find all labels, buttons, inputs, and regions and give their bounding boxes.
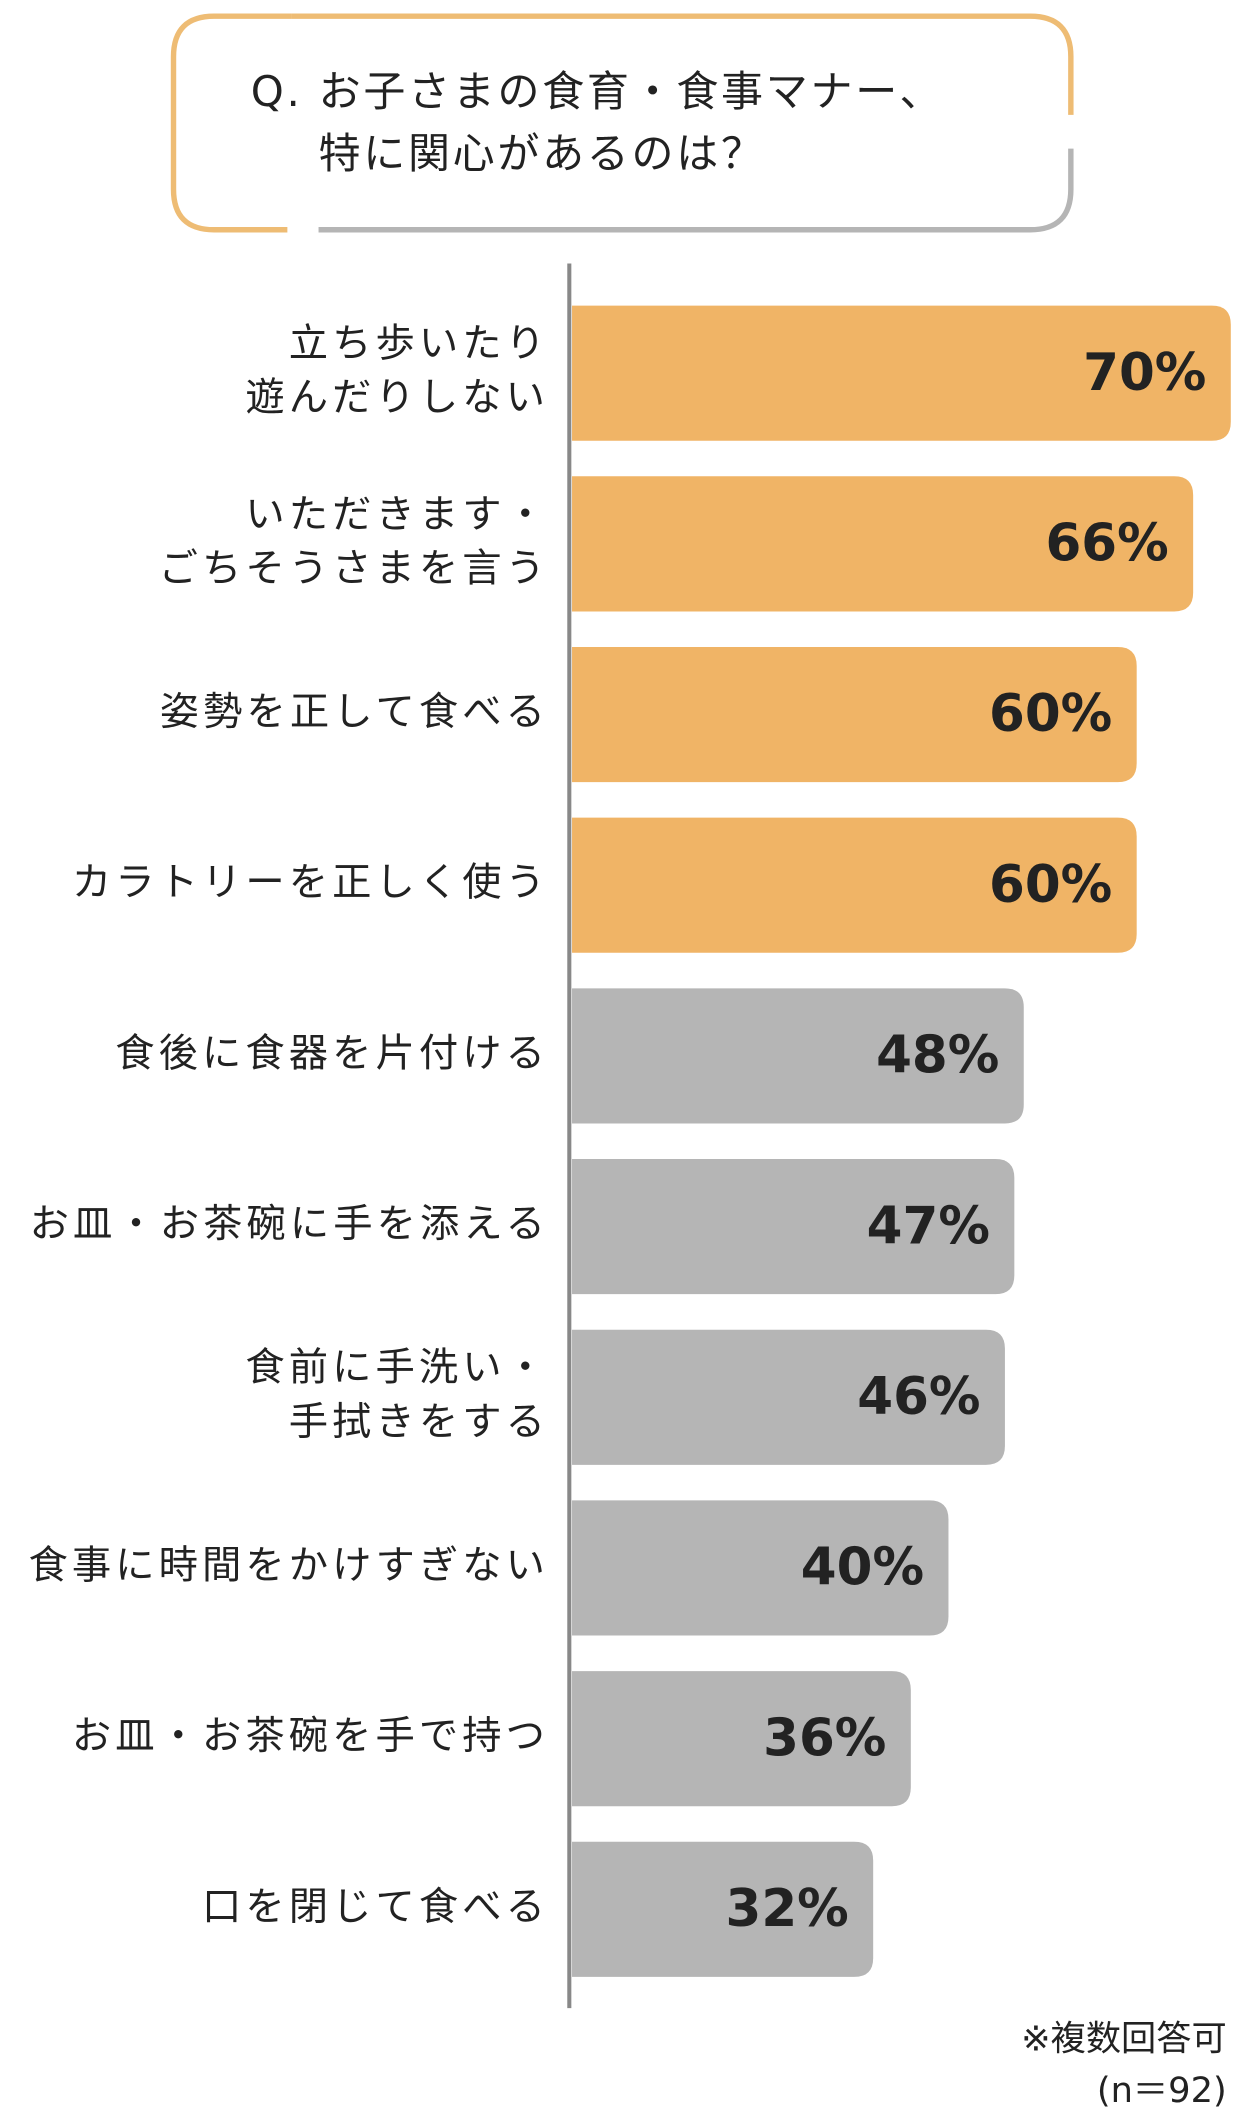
category-label: 食後に食器を片付ける: [115, 1031, 549, 1076]
title-frame-top: [291, 13, 1074, 115]
category-label: 遊んだりしない: [245, 376, 549, 421]
value-label: 32%: [725, 1879, 848, 1939]
bar: [572, 1329, 1005, 1465]
bar: [572, 476, 1194, 612]
value-label: 36%: [763, 1708, 886, 1768]
title-frame-bottom: [318, 148, 1074, 233]
value-label: 47%: [867, 1196, 990, 1256]
footnote: (n＝92): [1097, 2070, 1227, 2111]
value-label: 70%: [1083, 343, 1206, 403]
value-label: 60%: [989, 684, 1112, 744]
bar: [572, 817, 1137, 953]
category-label: いただきます・: [245, 492, 549, 537]
bar: [572, 1159, 1015, 1295]
bar: [572, 1671, 911, 1807]
chart-title: Q. お子さまの食育・食事マナー、: [251, 67, 944, 116]
chart-title: 特に関心があるのは？: [319, 129, 766, 178]
value-label: 66%: [1045, 514, 1168, 574]
value-label: 48%: [876, 1026, 999, 1086]
bar: [572, 988, 1024, 1124]
value-label: 60%: [989, 855, 1112, 915]
category-label: ごちそうさまを言う: [159, 546, 549, 591]
bar: [572, 1500, 949, 1636]
bar: [572, 646, 1137, 783]
category-label: 食事に時間をかけすぎない: [28, 1544, 549, 1589]
category-label: お皿・お茶碗を手で持つ: [72, 1714, 549, 1759]
category-label: 口を閉じて食べる: [202, 1885, 549, 1930]
value-label: 40%: [801, 1538, 924, 1598]
footnote: ※複数回答可: [1021, 2019, 1227, 2060]
category-label: 姿勢を正して食べる: [160, 690, 549, 735]
title-frame-left: [170, 13, 292, 233]
bar: [572, 305, 1231, 441]
category-label: 立ち歩いたり: [289, 322, 549, 367]
bar: [572, 1841, 874, 1977]
category-label: 手拭きをする: [289, 1400, 549, 1445]
value-label: 46%: [857, 1367, 980, 1427]
category-label: 食前に手洗い・: [245, 1346, 549, 1391]
category-label: お皿・お茶碗に手を添える: [30, 1202, 549, 1247]
category-label: カラトリーを正しく使う: [72, 861, 549, 906]
